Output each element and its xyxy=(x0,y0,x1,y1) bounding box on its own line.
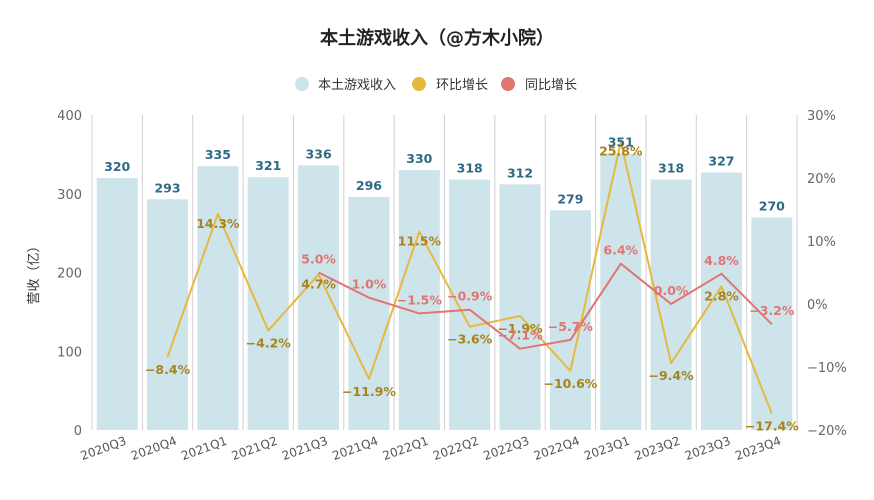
revenue-bar xyxy=(348,196,390,430)
yoy-growth-label: 0.0% xyxy=(654,283,689,298)
x-tick-label: 2020Q3 xyxy=(79,434,129,463)
revenue-bar xyxy=(700,172,742,431)
legend-swatch-revenue xyxy=(295,77,309,91)
revenue-bar-label: 351 xyxy=(608,135,634,150)
revenue-bar xyxy=(197,166,239,430)
bar-layer xyxy=(96,153,793,431)
separator-layer xyxy=(91,115,798,430)
revenue-bar-label: 312 xyxy=(507,165,533,180)
revenue-bar-label: 335 xyxy=(205,147,231,162)
x-tick-label: 2023Q3 xyxy=(683,434,733,463)
x-tick-label: 2022Q2 xyxy=(431,434,481,463)
mom-growth-label: 11.5% xyxy=(398,234,442,249)
y-left-tick-label: 200 xyxy=(57,267,82,282)
label-layer: 320 293 335 321 336 296 330 318 312 279 351 318 327 2… xyxy=(104,135,799,434)
revenue-bar-label: 336 xyxy=(306,146,332,161)
mom-growth-label: −10.6% xyxy=(543,376,597,391)
x-tick-label: 2021Q2 xyxy=(230,434,280,463)
y-right-tick-label: 20% xyxy=(807,172,836,187)
revenue-bar xyxy=(600,153,642,430)
legend: 本土游戏收入 环比增长 同比增长 xyxy=(295,77,577,93)
revenue-bar-label: 321 xyxy=(255,158,281,173)
yoy-growth-label: 4.8% xyxy=(704,253,739,268)
yoy-growth-label: −1.5% xyxy=(397,292,443,307)
mom-growth-label: −11.9% xyxy=(342,384,396,399)
legend-label-yoy: 同比增长 xyxy=(525,78,577,93)
revenue-bar-label: 327 xyxy=(708,153,734,168)
revenue-bar xyxy=(96,178,138,430)
revenue-bar-label: 296 xyxy=(356,178,382,193)
revenue-bar xyxy=(449,179,491,430)
x-tick-label: 2021Q4 xyxy=(330,434,380,463)
revenue-bar xyxy=(298,165,340,430)
x-tick-label: 2020Q4 xyxy=(129,434,179,463)
revenue-bar xyxy=(398,170,440,430)
revenue-bar-label: 318 xyxy=(457,161,483,176)
revenue-bar-label: 330 xyxy=(406,151,432,166)
legend-swatch-yoy xyxy=(501,77,515,91)
yoy-growth-line xyxy=(318,262,773,350)
x-tick-label: 2022Q4 xyxy=(532,434,582,463)
revenue-bar xyxy=(247,177,289,430)
y-left-tick-label: 100 xyxy=(57,345,82,360)
mom-growth-label: −1.9% xyxy=(497,321,543,336)
y-right-tick-label: 10% xyxy=(807,235,836,250)
mom-growth-label: −3.6% xyxy=(447,332,493,347)
mom-growth-label: −4.2% xyxy=(246,335,292,350)
yoy-growth-label: −7.1% xyxy=(497,328,543,343)
yoy-growth-label: 5.0% xyxy=(301,252,336,267)
y-left-tick-label: 400 xyxy=(57,109,82,124)
revenue-bar-label: 270 xyxy=(759,198,785,213)
x-tick-label: 2021Q3 xyxy=(280,434,330,463)
yoy-growth-label: −0.9% xyxy=(447,289,493,304)
mom-growth-label: 25.8% xyxy=(599,143,643,158)
mom-growth-label: −9.4% xyxy=(649,368,695,383)
yoy-growth-label: −5.7% xyxy=(548,319,594,334)
y-left-tick-label: 300 xyxy=(57,188,82,203)
revenue-bar-label: 293 xyxy=(154,180,180,195)
x-tick-label: 2023Q1 xyxy=(582,434,632,463)
revenue-bar-label: 279 xyxy=(557,191,583,206)
revenue-bar xyxy=(499,184,541,430)
y-axis-label: 营收（亿） xyxy=(27,239,42,304)
yoy-growth-label: −3.2% xyxy=(749,303,795,318)
revenue-bar-label: 320 xyxy=(104,159,130,174)
x-tick-label: 2022Q3 xyxy=(482,434,532,463)
legend-label-revenue: 本土游戏收入 xyxy=(318,78,396,93)
mom-growth-line xyxy=(166,140,773,414)
y-right-tick-label: −10% xyxy=(807,361,847,376)
y-right-tick-label: 30% xyxy=(807,109,836,124)
chart-title: 本土游戏收入（@方木小院） xyxy=(320,27,554,49)
revenue-bar xyxy=(147,199,189,430)
y-right-tick-label: −20% xyxy=(807,424,847,439)
mom-growth-label: 2.8% xyxy=(704,288,739,303)
y-left-tick-label: 0 xyxy=(74,424,82,439)
mom-growth-label: −17.4% xyxy=(745,419,799,434)
mom-growth-label: 14.3% xyxy=(196,216,240,231)
legend-swatch-mom xyxy=(412,77,426,91)
revenue-bar-label: 318 xyxy=(658,161,684,176)
x-tick-label: 2023Q2 xyxy=(633,434,683,463)
x-tick-label: 2021Q1 xyxy=(179,434,229,463)
x-tick-label: 2023Q4 xyxy=(733,434,783,463)
mom-growth-label: −8.4% xyxy=(145,362,191,377)
yoy-growth-label: 1.0% xyxy=(352,277,387,292)
mom-growth-label: 4.7% xyxy=(301,276,336,291)
y-right-tick-label: 0% xyxy=(807,298,828,313)
legend-label-mom: 环比增长 xyxy=(436,78,488,93)
line-layer xyxy=(166,140,773,414)
yoy-growth-label: 6.4% xyxy=(603,243,638,258)
x-tick-label: 2022Q1 xyxy=(381,434,431,463)
